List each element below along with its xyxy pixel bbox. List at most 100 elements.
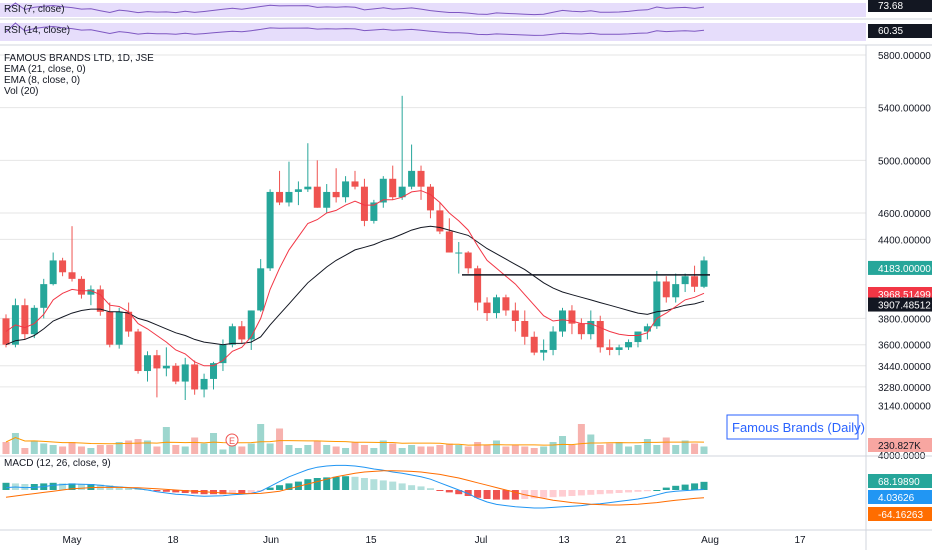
macd-hist-bar [700,481,708,490]
rsi7-line [5,2,705,16]
candle-body [125,311,133,332]
volume-bar [511,445,519,454]
volume-bar [455,445,463,454]
macd-hist-bar [464,490,472,496]
volume-bar [228,445,236,454]
macd-hist-bar [436,490,444,491]
macd-hist-bar [304,479,312,490]
volume-bar [379,440,387,454]
volume-bar [596,445,604,454]
volume-bar [634,445,642,454]
volume-bar [625,446,633,454]
volume-bar [474,442,482,454]
candle-body [276,191,284,203]
macd-hist-bar [417,486,425,490]
macd-hist-bar [49,482,57,490]
volume-bar [540,446,548,454]
volume-bar [502,446,510,454]
macd-line-value: 4.03626 [878,493,915,504]
volume-bar [559,436,567,454]
volume-bar [304,445,312,454]
earnings-marker-label: E [229,436,235,446]
volume-bar [143,440,151,454]
volume-bar [492,440,500,454]
macd-hist-bar [455,490,463,495]
macd-hist-bar [474,490,482,498]
candle-body [540,349,548,353]
macd-hist-bar [606,490,614,494]
volume-bar [115,442,123,454]
candle-body [40,284,48,308]
time-tick-label: 15 [365,535,377,546]
macd-hist-bar [370,479,378,490]
volume-value: 230.827K [878,441,921,452]
candle-body [106,311,114,345]
last-price-tag-badge [868,260,932,275]
candle-body [304,186,312,190]
candle-body [625,342,633,348]
rsi14-panel: RSI (14, close) 60.35 [0,22,932,41]
volume-bar [483,445,491,454]
volume-bar [577,424,585,454]
candle-body [530,336,538,353]
volume-bar [342,448,350,454]
volume-bar [200,443,208,454]
volume-bar [257,424,265,454]
candle-body [285,191,293,203]
candle-body [511,310,519,321]
macd-hist-bar [408,485,416,490]
macd-hist-bar [379,480,387,490]
candle-body [191,364,199,390]
rsi7-panel: RSI (7, close) 73.68 [0,0,932,17]
macd-hist-bar [351,476,359,490]
volume-bar [49,445,57,454]
time-axis: May 18 Jun 15 Jul 13 21 Aug 17 [63,535,806,546]
volume-bar [153,446,161,454]
candle-body [417,170,425,187]
earnings-marker[interactable]: E [225,433,239,447]
candle-body [436,210,444,232]
candle-body [49,260,57,285]
volume-bar [436,445,444,454]
candle-body [68,272,76,279]
chart-title: FAMOUS BRANDS LTD, 1D, JSE [4,53,154,64]
candle-body [228,326,236,345]
volume-bar [691,443,699,454]
macd-hist-bar [643,490,651,492]
macd-hist-bar [577,490,585,496]
candle-body [643,326,651,332]
candle-body [408,170,416,187]
annotation-box[interactable]: Famous Brands (Daily) [726,414,865,440]
candle-body [172,365,180,382]
macd-hist-bar [615,490,623,493]
ema8-line [5,190,705,367]
candles[interactable] [2,95,708,400]
annotation-text: Famous Brands (Daily) [732,420,865,435]
macd-hist-value: 68.19890 [878,477,920,488]
volume-bar [521,446,529,454]
macd-hist-bar [219,490,227,495]
macd-hist-bar [502,490,510,500]
volume-ma-line [5,436,705,446]
candle-body [87,289,95,295]
candle-body [379,178,387,203]
volume-bar [162,427,170,454]
candle-body [294,189,302,192]
candle-body [313,186,321,208]
macd-histogram [2,476,708,500]
price-tick-label: 3600.00000 [878,341,931,352]
volume-bar [389,443,397,454]
candle-body [162,365,170,369]
ema8-value-tag-badge [868,286,932,301]
macd-hist-bar [162,490,170,492]
macd-hist-bar [662,487,670,490]
candle-body [568,310,576,324]
candle-body [21,305,29,335]
volume-bar [681,440,689,454]
candle-body [549,331,557,350]
volume-bar [568,445,576,454]
volume-bar [606,443,614,454]
volume-bar [426,446,434,454]
candle-body [455,252,463,254]
